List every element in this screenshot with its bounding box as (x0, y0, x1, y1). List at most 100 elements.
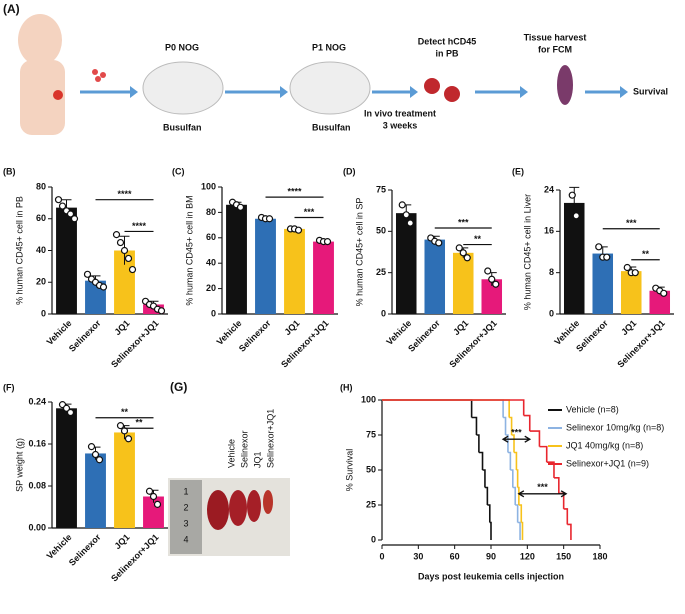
x-tick-label: JQ1 (619, 318, 638, 337)
data-point (455, 244, 463, 252)
body-shape (18, 14, 62, 66)
note: 3 weeks (383, 120, 418, 130)
data-point (406, 219, 414, 227)
significance-arrow (501, 435, 532, 443)
y-tick-label: 0.24 (28, 396, 46, 406)
bar (620, 271, 642, 314)
photo-label: Selinexor+JQ1 (265, 409, 275, 468)
y-tick-label: 0 (381, 308, 386, 318)
significance-label: *** (458, 217, 469, 227)
x-tick-label: 150 (556, 551, 571, 561)
photo-label: Selinexor (239, 430, 249, 468)
data-point (402, 211, 410, 219)
bar (284, 228, 305, 314)
data-point (112, 231, 121, 239)
survival-step (478, 451, 484, 470)
data-point (124, 254, 133, 263)
panel-label: (H) (340, 382, 353, 392)
data-point (66, 210, 75, 218)
survival-step (539, 445, 548, 463)
x-tick-label: Vehicle (45, 318, 74, 347)
note: In vivo treatment (364, 108, 436, 118)
survival-step (523, 414, 531, 432)
data-point (398, 201, 406, 209)
significance-label: **** (287, 187, 302, 197)
x-tick-label: JQ1 (282, 318, 301, 337)
survival-step (382, 399, 473, 418)
data-point (623, 263, 631, 272)
mouse-icon (142, 61, 224, 115)
survival-step (512, 486, 517, 505)
survival-step (476, 434, 480, 453)
body-shape (20, 60, 65, 135)
bar (85, 453, 106, 528)
bar (395, 213, 417, 314)
y-tick-label: 20 (206, 283, 216, 293)
significance-label: ** (642, 249, 650, 259)
spleen (247, 490, 261, 522)
y-tick-label: 20 (36, 277, 46, 287)
step-label: for FCM (538, 44, 572, 54)
significance-label: **** (132, 221, 147, 231)
spleen-icon (557, 65, 573, 105)
survival-step (515, 504, 519, 523)
arrow (130, 86, 138, 98)
y-tick-label: 100 (201, 181, 216, 191)
panel-label: (A) (3, 2, 20, 16)
panel-label: (F) (3, 382, 15, 392)
ruler-number: 2 (183, 502, 188, 512)
data-point (87, 443, 96, 451)
survival-step (517, 486, 520, 505)
data-point (492, 280, 500, 288)
data-point (95, 456, 104, 464)
survival-step (382, 399, 504, 418)
step-label: P0 NOG (165, 42, 199, 52)
survival-step (546, 461, 555, 478)
survival-step (382, 399, 525, 416)
y-tick-label: 60 (36, 213, 46, 223)
data-point (83, 270, 92, 278)
panel-label: (C) (172, 166, 185, 176)
note: Busulfan (163, 122, 202, 132)
arrow (410, 86, 418, 98)
survival-step (484, 486, 489, 505)
arrow (620, 86, 628, 98)
data-point (265, 215, 274, 223)
y-axis-label: % human CD45+ cell in BM (184, 195, 194, 305)
bar (56, 408, 77, 528)
y-tick-label: 40 (36, 245, 46, 255)
bar (563, 202, 585, 314)
y-tick-label: 8 (549, 267, 554, 277)
y-axis-label: % human CD45+ cell in PB (14, 196, 24, 305)
step-label: Detect hCD45 (418, 36, 477, 46)
x-tick-label: 0 (379, 551, 384, 561)
data-point (91, 450, 100, 459)
significance-label: *** (537, 482, 548, 492)
bar (114, 250, 135, 314)
x-tick-label: Selinexor (67, 532, 103, 568)
data-point (128, 265, 137, 274)
cell-icon (92, 69, 98, 75)
data-point (568, 191, 576, 199)
legend-label: JQ1 40mg/kg (n=8) (566, 440, 643, 450)
photo: (G) (168, 380, 290, 556)
survival-step (521, 521, 524, 540)
significance-label: ** (135, 418, 143, 428)
y-tick-label: 0 (549, 308, 554, 318)
ruler (170, 480, 202, 554)
data-point (323, 238, 332, 246)
x-tick-label: Selinexor (67, 318, 103, 354)
bar (452, 252, 474, 314)
data-point (120, 246, 129, 255)
data-point (124, 435, 133, 443)
y-tick-label: 100 (361, 394, 376, 404)
data-point (484, 267, 492, 275)
legend-label: Selinexor+JQ1 (n=9) (566, 458, 649, 468)
data-point (157, 307, 166, 315)
x-tick-label: 90 (486, 551, 496, 561)
survival-step (517, 521, 521, 540)
x-tick-label: 180 (592, 551, 607, 561)
survival-step (487, 504, 491, 523)
photo-label: Vehicle (226, 439, 236, 468)
step-label: P1 NOG (312, 42, 346, 52)
